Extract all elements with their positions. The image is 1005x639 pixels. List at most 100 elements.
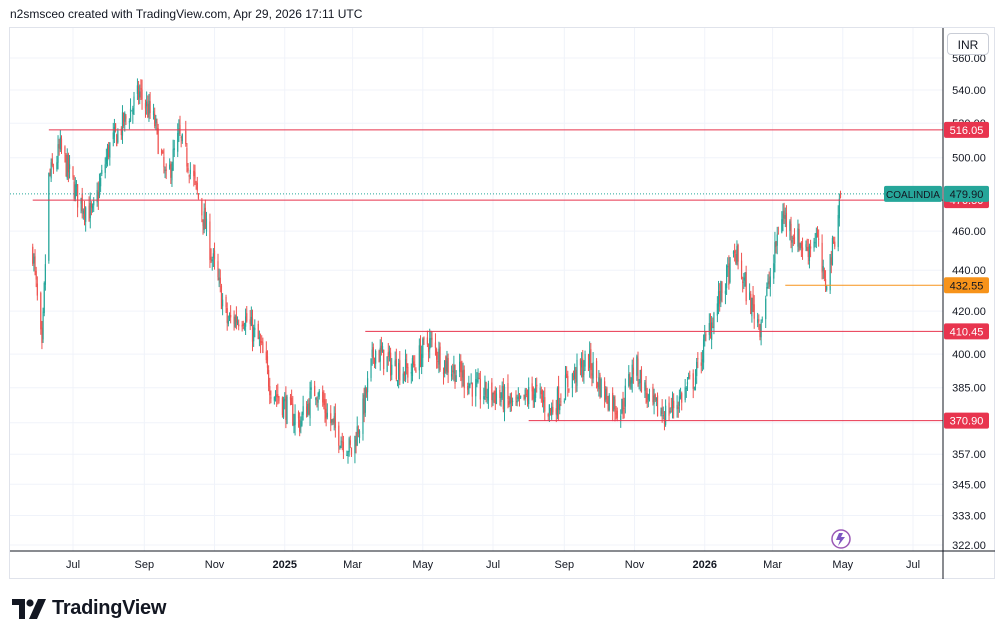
candle-body: [833, 241, 835, 243]
candle-body: [418, 345, 420, 371]
candle-body: [552, 407, 554, 413]
candle-body: [590, 349, 592, 370]
candle-body: [162, 151, 164, 153]
candle-body: [549, 408, 552, 412]
candle-body: [434, 342, 437, 348]
candle-body: [334, 413, 336, 428]
candle-body: [510, 393, 513, 403]
candle-body: [172, 149, 174, 171]
candle-body: [292, 403, 294, 426]
candle-body: [125, 116, 127, 119]
candle-body: [406, 363, 408, 368]
candle-body: [265, 351, 267, 361]
candle-body: [299, 419, 301, 432]
candle-body: [305, 406, 308, 418]
candle-body: [285, 395, 287, 420]
candle-body: [357, 429, 359, 434]
level-tag: [944, 323, 989, 340]
candle-body: [628, 374, 630, 386]
candle-body: [204, 207, 206, 229]
candle-body: [399, 360, 401, 381]
candle-body: [52, 167, 55, 170]
candle-body: [57, 144, 59, 163]
candle-body: [784, 215, 786, 219]
candle-body: [719, 291, 721, 304]
candle-body: [622, 401, 624, 412]
candle-body: [185, 130, 187, 144]
candle-body: [96, 190, 98, 203]
candle-body: [567, 375, 569, 387]
candle-body: [218, 277, 220, 281]
candle-body: [326, 412, 328, 418]
candle-body: [775, 241, 777, 247]
candle-body: [234, 316, 236, 327]
candle-body: [44, 264, 46, 285]
candle-body: [493, 391, 495, 395]
candle-body: [599, 374, 601, 397]
candle-body: [439, 346, 441, 370]
candle-body: [444, 360, 446, 373]
candle-body: [685, 387, 687, 389]
candle-body: [592, 362, 594, 379]
candle-body: [178, 128, 180, 134]
grid: [10, 28, 943, 551]
candle-body: [661, 407, 663, 415]
candle-body: [477, 377, 479, 383]
level-tag-label: 516.05: [950, 125, 984, 137]
candle-body: [648, 390, 651, 392]
candle-body: [774, 242, 776, 263]
price-axis-label: 345.00: [952, 479, 986, 491]
candle-body: [640, 369, 643, 393]
candle-body: [426, 337, 429, 345]
candle-body: [354, 436, 356, 454]
candle-body: [716, 303, 718, 316]
candle-body: [212, 253, 214, 258]
candle-body: [671, 398, 674, 410]
candles: [32, 78, 842, 464]
candle-body: [539, 388, 541, 390]
candle-body: [516, 400, 518, 403]
candle-body: [694, 377, 697, 386]
price-axis-label: 540.00: [952, 85, 986, 97]
time-axis-label: Mar: [763, 559, 782, 571]
candle-body: [112, 132, 114, 140]
candle-body: [724, 290, 727, 294]
level-tag: [944, 412, 989, 429]
candle-body: [547, 414, 549, 417]
candle-body: [709, 323, 712, 337]
candle-body: [378, 350, 380, 363]
candle-body: [177, 132, 179, 152]
candle-body: [243, 327, 246, 329]
candle-body: [524, 389, 526, 399]
price-axis: 322.00333.00345.00357.00370.00385.00400.…: [10, 28, 995, 579]
candle-body: [745, 272, 747, 302]
candle-body: [105, 156, 107, 165]
candle-body: [727, 265, 729, 268]
sparkle-icon[interactable]: [831, 529, 851, 549]
candle-body: [598, 377, 600, 390]
candle-body: [226, 308, 228, 323]
candle-body: [559, 403, 561, 411]
candle-body: [468, 382, 470, 394]
candle-body: [669, 411, 671, 413]
candle-body: [233, 316, 235, 324]
time-axis-label: Sep: [555, 559, 575, 571]
price-axis-label: 322.00: [952, 540, 986, 552]
candle-body: [581, 360, 583, 368]
currency-button[interactable]: INR: [947, 33, 989, 55]
candle-body: [523, 394, 525, 400]
candle-body: [350, 447, 353, 455]
candle-body: [289, 396, 292, 400]
candle-body: [677, 406, 679, 409]
candle-body: [676, 404, 678, 410]
tradingview-logo[interactable]: TradingView: [12, 597, 166, 620]
time-axis-label: Jul: [66, 559, 80, 571]
candle-body: [697, 358, 699, 360]
candle-body: [500, 397, 502, 402]
candle-body: [536, 384, 538, 387]
candle-body: [678, 396, 681, 406]
candle-body: [269, 386, 271, 396]
candle-body: [483, 396, 485, 400]
candle-body: [202, 219, 204, 226]
